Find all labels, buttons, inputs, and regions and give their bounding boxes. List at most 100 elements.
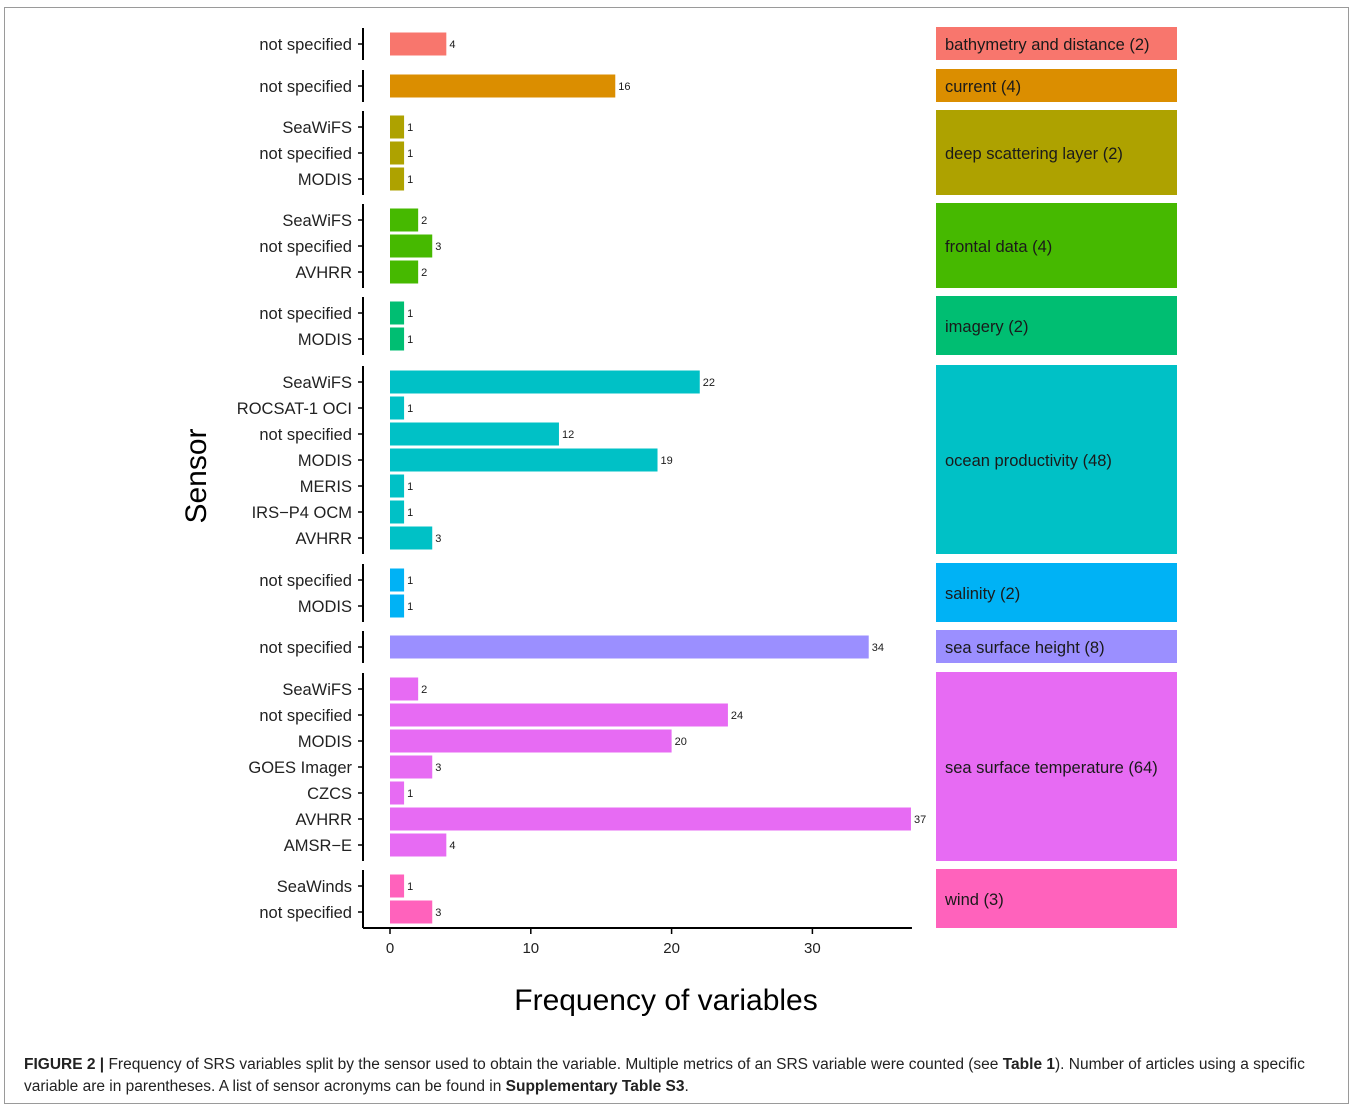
facet-strip: [936, 296, 1177, 355]
y-tick-label: CZCS: [307, 785, 352, 803]
y-tick-label: not specified: [259, 145, 352, 163]
bar: [390, 422, 559, 446]
facet-strip-label: bathymetry and distance (2): [945, 36, 1150, 54]
y-tick-label: AMSR−E: [284, 837, 352, 855]
facet-strip-label: imagery (2): [945, 318, 1028, 336]
bar-value-label: 1: [407, 788, 413, 800]
facet-strip: [936, 869, 1177, 928]
bar-value-label: 2: [421, 267, 427, 279]
bar-value-label: 1: [407, 174, 413, 186]
facet-strip-label: frontal data (4): [945, 238, 1052, 256]
bar-value-label: 3: [435, 533, 441, 545]
bar: [390, 568, 405, 592]
bar-value-label: 1: [407, 308, 413, 320]
facet-strip: [936, 69, 1177, 102]
bar: [390, 141, 405, 165]
y-tick-label: MODIS: [298, 733, 352, 751]
y-tick-label: not specified: [259, 904, 352, 922]
bar: [390, 32, 447, 56]
bar: [390, 74, 616, 98]
y-tick-label: AVHRR: [295, 530, 352, 548]
y-tick-label: MODIS: [298, 331, 352, 349]
bar-value-label: 1: [407, 601, 413, 613]
facet-strip: [936, 203, 1177, 288]
bar-value-label: 34: [872, 642, 884, 654]
bar: [390, 500, 405, 524]
bar-value-label: 1: [407, 334, 413, 346]
y-tick-label: IRS−P4 OCM: [252, 504, 352, 522]
bar: [390, 370, 700, 394]
y-tick-label: GOES Imager: [248, 759, 352, 777]
y-tick-label: ROCSAT-1 OCI: [237, 400, 352, 418]
x-tick-label: 30: [804, 940, 821, 957]
bar-value-label: 1: [407, 403, 413, 415]
caption-text-1: Frequency of SRS variables split by the …: [104, 1056, 1003, 1073]
y-tick-label: MODIS: [298, 171, 352, 189]
caption-text-2: ). Number of articles using a specific v…: [24, 1056, 1305, 1095]
facet-strip-label: sea surface temperature (64): [945, 759, 1158, 777]
caption-ref-supplementary: Supplementary Table S3: [505, 1078, 685, 1095]
facet-strip: [936, 672, 1177, 861]
bar-value-label: 1: [407, 881, 413, 893]
y-tick-label: MERIS: [300, 478, 352, 496]
bar-value-label: 19: [661, 455, 673, 467]
y-tick-label: not specified: [259, 639, 352, 657]
y-tick-label: AVHRR: [295, 264, 352, 282]
figure-caption: FIGURE 2 | Frequency of SRS variables sp…: [24, 1054, 1334, 1098]
bar: [390, 900, 433, 924]
facet-strip: [936, 630, 1177, 663]
x-axis-title: Frequency of variables: [514, 984, 818, 1017]
bar: [390, 833, 447, 857]
facet-strip-label: salinity (2): [945, 585, 1020, 603]
y-tick-label: not specified: [259, 238, 352, 256]
facet-strip-label: current (4): [945, 78, 1021, 96]
bar: [390, 635, 869, 659]
bar: [390, 167, 405, 191]
facet-strip-label: sea surface height (8): [945, 639, 1105, 657]
bar-value-label: 4: [449, 840, 455, 852]
y-axis-title: Sensor: [180, 428, 213, 523]
x-tick-label: 20: [663, 940, 680, 957]
caption-figure-label: FIGURE 2 |: [24, 1056, 105, 1073]
bar: [390, 301, 405, 325]
bar: [390, 729, 672, 753]
y-tick-label: not specified: [259, 305, 352, 323]
bar-value-label: 37: [914, 814, 926, 826]
y-tick-label: not specified: [259, 36, 352, 54]
bar: [390, 874, 405, 898]
bar: [390, 755, 433, 779]
bar-value-label: 3: [435, 241, 441, 253]
facet-strip-label: ocean productivity (48): [945, 452, 1112, 470]
bar: [390, 327, 405, 351]
bar-value-label: 24: [731, 710, 743, 722]
caption-text-3: .: [684, 1078, 689, 1095]
bar-value-label: 20: [675, 736, 687, 748]
bar-value-label: 3: [435, 907, 441, 919]
bar: [390, 208, 419, 232]
bar: [390, 115, 405, 139]
bar-value-label: 22: [703, 377, 715, 389]
y-tick-label: SeaWiFS: [282, 212, 352, 230]
bar: [390, 526, 433, 550]
bar-value-label: 1: [407, 481, 413, 493]
y-tick-label: MODIS: [298, 452, 352, 470]
bar-value-label: 1: [407, 507, 413, 519]
facet-strip: [936, 365, 1177, 554]
bar-value-label: 3: [435, 762, 441, 774]
bar-chart: bathymetry and distance (2) 4 not specifie…: [180, 27, 1177, 1017]
bar: [390, 234, 433, 258]
bar: [390, 807, 911, 831]
bar: [390, 781, 405, 805]
figure-frame: [4, 7, 1349, 1104]
x-tick-label: 10: [522, 940, 539, 957]
facet-strip: [936, 27, 1177, 60]
bar: [390, 677, 419, 701]
caption-ref-table: Table 1: [1002, 1056, 1055, 1073]
facet-strip: [936, 563, 1177, 622]
y-tick-label: SeaWinds: [277, 878, 352, 896]
bar: [390, 594, 405, 618]
bar: [390, 396, 405, 420]
bar-value-label: 1: [407, 122, 413, 134]
y-tick-label: SeaWiFS: [282, 681, 352, 699]
bar-value-label: 2: [421, 215, 427, 227]
